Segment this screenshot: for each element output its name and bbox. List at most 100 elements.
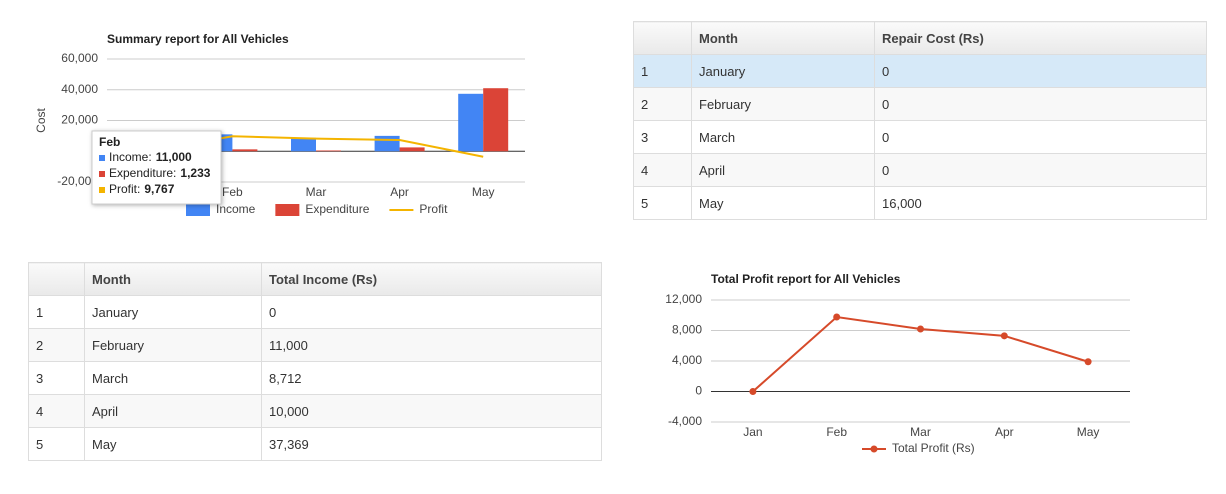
table-row: 2 February 11,000: [28, 328, 602, 362]
table-cell: 0: [874, 153, 1207, 187]
x-tick-label: May: [472, 185, 495, 199]
tooltip-marker: [99, 155, 105, 161]
y-axis-title: Cost: [34, 108, 48, 133]
bar: [316, 150, 341, 152]
table-cell: May: [84, 427, 262, 461]
bar: [483, 88, 509, 152]
table-cell: January: [84, 295, 262, 329]
income-table: Month Total Income (Rs) 1 January 0 2 February…: [28, 262, 602, 461]
legend-dot: [870, 445, 878, 453]
point: [917, 325, 924, 333]
table-cell: March: [691, 120, 875, 154]
chart-title: Total Profit report for All Vehicles: [711, 272, 901, 286]
table-row: 5 May 37,369: [28, 427, 602, 461]
table-cell: 16,000: [874, 186, 1207, 220]
header-cell: Month: [84, 262, 262, 296]
header-cell: [28, 262, 85, 296]
y-tick-label: 4,000: [672, 353, 702, 367]
y-tick-label: 60,000: [61, 51, 98, 65]
table-cell: 10,000: [261, 394, 602, 428]
point: [1084, 358, 1092, 366]
tooltip-value: 11,000: [156, 150, 192, 164]
tooltip-label: Expenditure:: [109, 166, 176, 180]
table-body: 1 January 0 2 February 11,000 3 March 8,712 4 Apri…: [28, 295, 602, 461]
table-row: 3 March 8,712: [28, 361, 602, 395]
table-cell: 4: [633, 153, 692, 187]
repair-table: Month Repair Cost (Rs) 1 January 0 2 February 0…: [633, 21, 1207, 220]
bar: [458, 93, 484, 152]
bar: [291, 137, 316, 152]
point: [1000, 332, 1008, 340]
table-cell: 0: [874, 120, 1207, 154]
legend-label: Expenditure: [305, 202, 369, 216]
tooltip-value: 9,767: [144, 182, 174, 196]
tooltip-title: Feb: [99, 135, 120, 149]
table-cell: April: [84, 394, 262, 428]
table-cell: 11,000: [261, 328, 602, 362]
table-row: 5 May 16,000: [633, 186, 1207, 220]
x-tick-label: May: [1077, 425, 1100, 439]
tooltip-row: Profit: 9,767: [109, 182, 175, 196]
table-cell: February: [84, 328, 262, 362]
table-cell: 8,712: [261, 361, 602, 395]
y-tick-label: -20,000: [57, 174, 98, 188]
header-row: Month Total Income (Rs): [28, 262, 602, 296]
table-cell: 1: [28, 295, 85, 329]
tooltip-row: Expenditure: 1,233: [109, 166, 211, 180]
legend-swatch: [275, 204, 300, 216]
x-tick-label: Feb: [222, 185, 243, 199]
table-row: 4 April 10,000: [28, 394, 602, 428]
x-tick-label: Mar: [306, 185, 327, 199]
x-tick-label: Jan: [743, 425, 762, 439]
legend-label: Total Profit (Rs): [892, 441, 975, 455]
table-cell: 1: [633, 54, 692, 88]
table-cell: January: [691, 54, 875, 88]
table-body: 1 January 0 2 February 0 3 March 0 4 April 0 5 May 16,…: [633, 54, 1207, 220]
table-cell: 3: [28, 361, 85, 395]
tooltip-row: Income: 11,000: [109, 150, 192, 164]
table-row: 1 January 0: [633, 54, 1207, 88]
table-row: 2 February 0: [633, 87, 1207, 121]
legend-label: Income: [216, 202, 256, 216]
point: [833, 313, 841, 321]
table-cell: 5: [28, 427, 85, 461]
table-header: Month Repair Cost (Rs): [633, 21, 1207, 55]
table-row: 1 January 0: [28, 295, 602, 329]
y-tick-label: 0: [695, 384, 702, 398]
table-cell: February: [691, 87, 875, 121]
table-cell: 37,369: [261, 427, 602, 461]
table-cell: 2: [28, 328, 85, 362]
table-header: Month Total Income (Rs): [28, 262, 602, 296]
bar: [399, 147, 425, 152]
y-tick-label: 20,000: [61, 113, 98, 127]
x-tick-label: Apr: [390, 185, 409, 199]
table-row: 3 March 0: [633, 120, 1207, 154]
y-tick-label: 40,000: [61, 82, 98, 96]
x-tick-label: Mar: [910, 425, 931, 439]
point: [749, 388, 757, 395]
legend-swatch: [186, 204, 210, 216]
legend-label: Profit: [419, 202, 448, 216]
y-tick-label: 8,000: [672, 323, 702, 337]
y-tick-label: 12,000: [665, 292, 702, 306]
chart-title: Summary report for All Vehicles: [107, 32, 289, 46]
tooltip-value: 1,233: [180, 166, 210, 180]
tooltip-marker: [99, 171, 105, 177]
header-cell: [633, 21, 692, 55]
table-cell: March: [84, 361, 262, 395]
header-cell: Repair Cost (Rs): [874, 21, 1207, 55]
x-tick-label: Feb: [826, 425, 847, 439]
table-cell: 5: [633, 186, 692, 220]
x-tick-label: Apr: [995, 425, 1014, 439]
header-row: Month Repair Cost (Rs): [633, 21, 1207, 55]
tooltip-label: Profit:: [109, 182, 140, 196]
header-cell: Total Income (Rs): [261, 262, 602, 296]
table-cell: 0: [261, 295, 602, 329]
table-cell: 3: [633, 120, 692, 154]
y-tick-label: -4,000: [668, 414, 702, 428]
table-row: 4 April 0: [633, 153, 1207, 187]
bar: [232, 149, 258, 152]
